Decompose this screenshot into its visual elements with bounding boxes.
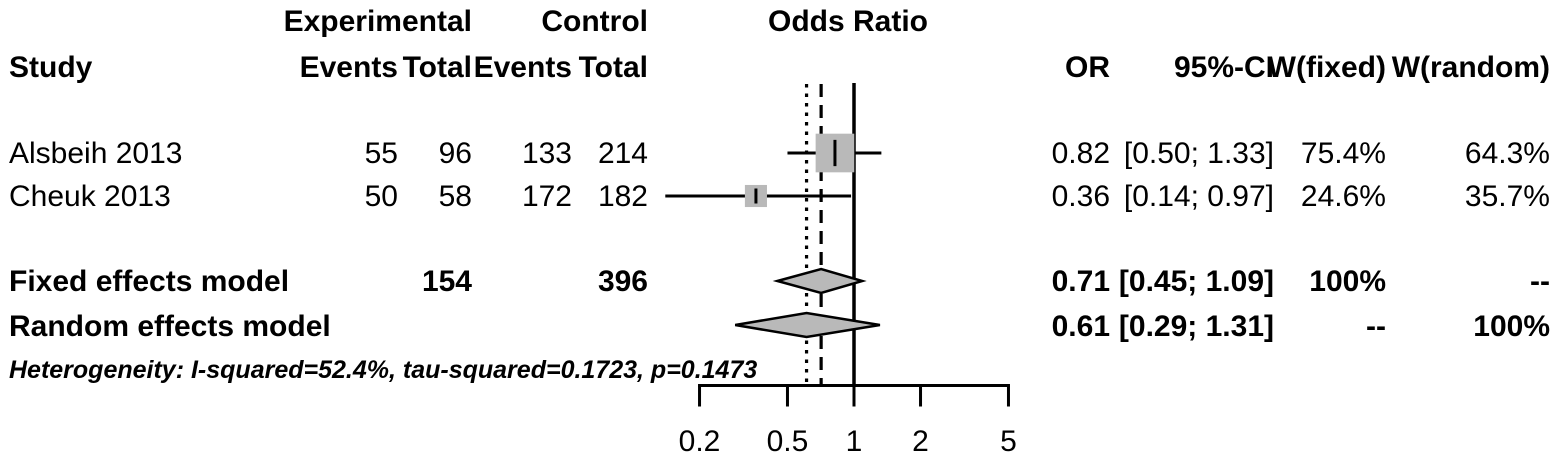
heterogeneity-note: Heterogeneity: I-squared=52.4%, tau-squa… (9, 356, 758, 384)
or-value: 0.36 (1051, 180, 1110, 213)
total-control-header: Total (578, 51, 648, 84)
events-experimental: 55 (364, 137, 398, 170)
events-control-header: Events (473, 51, 572, 84)
total-control: 396 (597, 265, 648, 298)
x-axis-tick-label: 5 (1000, 425, 1017, 458)
or-column-header: OR (1065, 51, 1110, 84)
group-header-row: Experimental Control Odds Ratio (0, 6, 1559, 37)
w-random-value: 35.7% (1464, 180, 1550, 213)
model-label: Random effects model (9, 310, 331, 343)
model-label: Fixed effects model (9, 265, 290, 298)
experimental-group-header: Experimental (283, 5, 472, 38)
events-experimental: 50 (364, 180, 398, 213)
study-name: Alsbeih 2013 (9, 137, 183, 170)
ci-value: [0.50; 1.33] (1123, 137, 1274, 170)
w-fixed-value: 24.6% (1300, 180, 1386, 213)
events-experimental-header: Events (299, 51, 398, 84)
x-axis-tick-label: 2 (912, 425, 929, 458)
w-random-value: 100% (1473, 310, 1550, 343)
column-header-row: Study Events Total Events Total OR 95%-C… (0, 52, 1559, 83)
total-experimental: 96 (438, 137, 472, 170)
total-experimental: 58 (438, 180, 472, 213)
fixed-effects-model-row: Fixed effects model 154 396 0.71 [0.45; … (0, 266, 1559, 297)
random-effects-model-row: Random effects model 0.61 [0.29; 1.31] -… (0, 311, 1559, 342)
w-random-value: -- (1530, 265, 1550, 298)
x-axis-tick-label: 1 (846, 425, 863, 458)
total-control: 182 (597, 180, 648, 213)
study-row: Alsbeih 2013 55 96 133 214 0.82 [0.50; 1… (0, 138, 1559, 169)
or-value: 0.71 (1051, 265, 1110, 298)
study-row: Cheuk 2013 50 58 172 182 0.36 [0.14; 0.9… (0, 181, 1559, 212)
total-experimental-header: Total (402, 51, 472, 84)
ci-column-header: 95%-CI (1173, 51, 1274, 84)
ci-value: [0.29; 1.31] (1118, 310, 1274, 343)
summary-diamond (734, 311, 881, 339)
x-axis-tick-label: 0.2 (679, 425, 721, 458)
control-group-header: Control (541, 5, 648, 38)
w-fixed-column-header: W(fixed) (1267, 51, 1386, 84)
total-experimental: 154 (421, 265, 472, 298)
x-axis-tick-label: 0.5 (767, 425, 809, 458)
or-value: 0.61 (1051, 310, 1110, 343)
ci-value: [0.45; 1.09] (1118, 265, 1274, 298)
ci-value: [0.14; 0.97] (1123, 180, 1274, 213)
w-fixed-value: 75.4% (1300, 137, 1386, 170)
plot-title: Odds Ratio (767, 5, 929, 38)
events-control: 133 (521, 137, 572, 170)
w-random-value: 64.3% (1464, 137, 1550, 170)
summary-diamond (772, 267, 867, 295)
events-control: 172 (521, 180, 572, 213)
w-random-column-header: W(random) (1391, 51, 1550, 84)
study-column-header: Study (9, 51, 93, 84)
w-fixed-value: 100% (1309, 265, 1386, 298)
w-fixed-value: -- (1366, 310, 1386, 343)
total-control: 214 (597, 137, 648, 170)
study-name: Cheuk 2013 (9, 180, 171, 213)
or-value: 0.82 (1051, 137, 1110, 170)
